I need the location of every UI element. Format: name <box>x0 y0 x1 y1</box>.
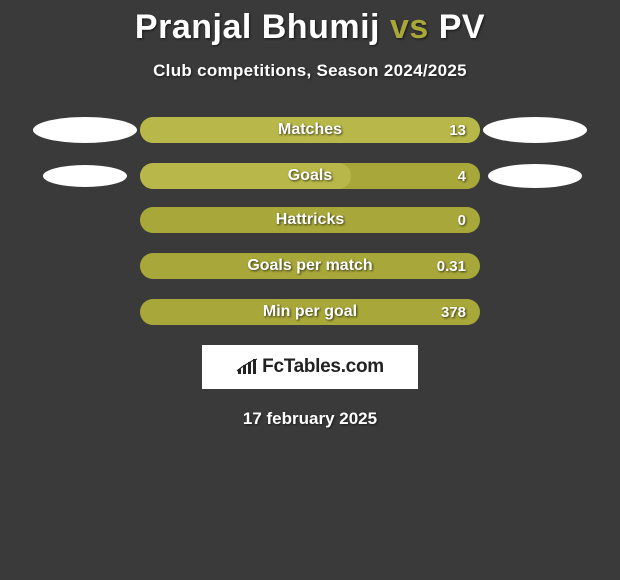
bar-goals: Goals 4 <box>140 163 480 189</box>
fctables-logo-text: FcTables.com <box>262 356 384 378</box>
player2-name: PV <box>439 8 485 46</box>
bar-mpg: Min per goal 378 <box>140 299 480 325</box>
date-text: 17 february 2025 <box>0 409 620 429</box>
bar-value-mpg: 378 <box>441 304 466 321</box>
bar-label-mpg: Min per goal <box>263 303 357 321</box>
ellipse-left-2-wrap <box>30 165 140 187</box>
stat-row-gpm: Goals per match 0.31 <box>0 253 620 279</box>
stat-bars-group: Hattricks 0 Goals per match 0.31 Min per… <box>0 207 620 325</box>
bar-label-gpm: Goals per match <box>247 257 372 275</box>
vs-text: vs <box>390 8 429 46</box>
fctables-logo-box: FcTables.com <box>202 345 418 389</box>
subtitle: Club competitions, Season 2024/2025 <box>0 61 620 81</box>
bar-value-gpm: 0.31 <box>437 258 466 275</box>
ellipse-right-2 <box>488 164 582 188</box>
ellipse-right-1 <box>483 117 587 143</box>
bar-label-hattricks: Hattricks <box>276 211 344 229</box>
stat-row-matches: Matches 13 <box>0 117 620 143</box>
ellipse-left-2 <box>43 165 127 187</box>
fctables-chart-icon <box>236 358 258 376</box>
bar-label-goals: Goals <box>288 167 332 185</box>
bar-hattricks: Hattricks 0 <box>140 207 480 233</box>
ellipse-left-1-wrap <box>30 117 140 143</box>
bar-value-matches: 13 <box>449 122 466 139</box>
stat-row-hattricks: Hattricks 0 <box>0 207 620 233</box>
ellipse-right-2-wrap <box>480 164 590 188</box>
page-title: Pranjal Bhumij vs PV <box>0 8 620 47</box>
stat-row-mpg: Min per goal 378 <box>0 299 620 325</box>
bar-value-goals: 4 <box>458 168 466 185</box>
comparison-card: Pranjal Bhumij vs PV Club competitions, … <box>0 0 620 429</box>
player1-name: Pranjal Bhumij <box>135 8 380 46</box>
ellipse-right-1-wrap <box>480 117 590 143</box>
bar-value-hattricks: 0 <box>458 212 466 229</box>
bar-matches: Matches 13 <box>140 117 480 143</box>
bar-gpm: Goals per match 0.31 <box>140 253 480 279</box>
bar-label-matches: Matches <box>278 121 342 139</box>
stat-row-goals: Goals 4 <box>0 163 620 189</box>
ellipse-left-1 <box>33 117 137 143</box>
